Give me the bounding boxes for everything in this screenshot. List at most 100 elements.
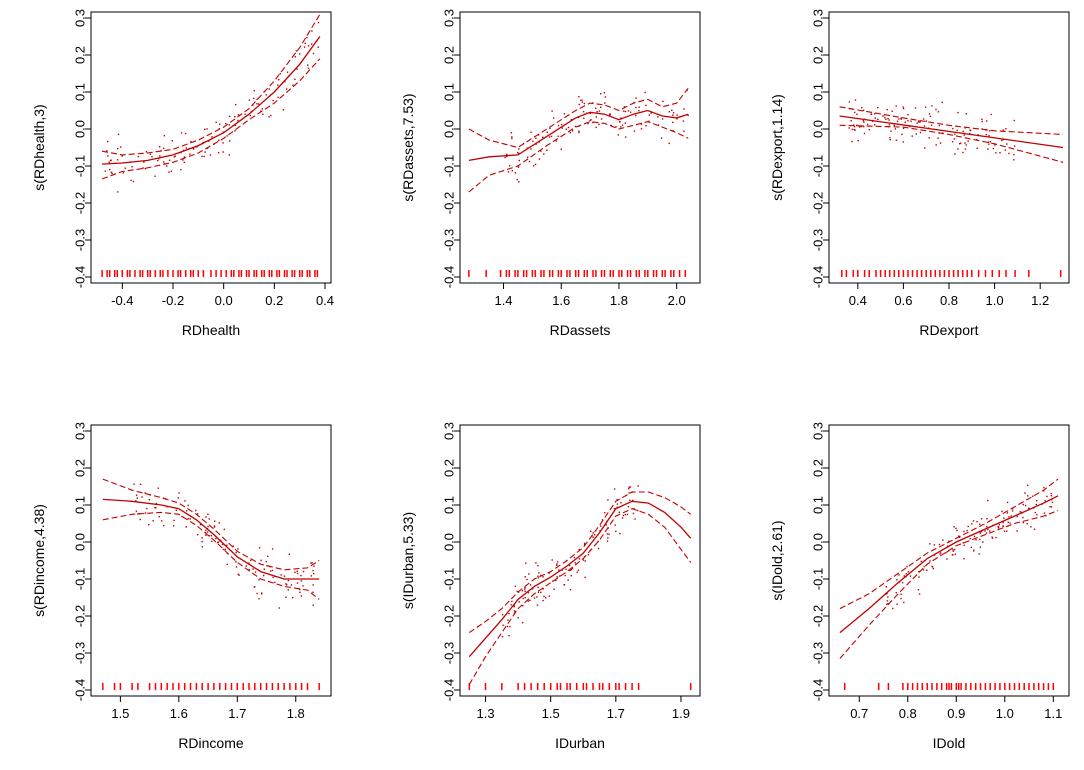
x-tick-label: 1.7 xyxy=(228,706,246,721)
y-tick-label: 0.3 xyxy=(811,9,826,27)
chart-panel-rdassets: 1.4 1.6 1.8 2.0 -0.4 -0.3 -0.2 -0.1 0.0 0.1 0.2 0.3… xyxy=(400,9,701,338)
residual-point xyxy=(206,147,209,149)
residual-point xyxy=(151,156,153,158)
residual-point xyxy=(568,564,571,567)
residual-point xyxy=(235,566,238,568)
residual-point xyxy=(1014,145,1016,147)
residual-point xyxy=(235,561,237,563)
residual-point xyxy=(984,530,986,532)
residual-point xyxy=(940,552,942,554)
residual-point xyxy=(923,565,925,568)
residual-point xyxy=(229,140,231,142)
residual-point xyxy=(201,155,203,158)
residual-point xyxy=(507,171,510,173)
x-tick-label: 1.6 xyxy=(552,293,570,308)
residual-point xyxy=(600,93,602,95)
residual-point xyxy=(578,130,580,132)
residual-point xyxy=(180,132,183,134)
residual-point xyxy=(228,154,230,156)
residual-point xyxy=(917,120,920,122)
residual-point xyxy=(517,166,520,168)
residual-point xyxy=(620,502,622,504)
residual-point xyxy=(877,118,879,120)
residual-point xyxy=(1016,515,1018,518)
residual-point xyxy=(506,625,509,628)
residual-point xyxy=(537,586,539,589)
residual-point xyxy=(544,597,547,599)
residual-point xyxy=(609,113,611,116)
residual-point xyxy=(542,136,544,138)
residual-point xyxy=(205,529,207,532)
y-tick-label: -0.2 xyxy=(73,605,88,627)
residual-point xyxy=(117,147,119,150)
residual-point xyxy=(964,148,967,150)
residual-point xyxy=(915,133,917,135)
residual-point xyxy=(286,88,288,90)
residual-point xyxy=(226,544,228,546)
residual-point xyxy=(932,567,934,570)
residual-point xyxy=(635,97,637,99)
residual-point xyxy=(905,573,907,575)
y-axis-title: s(IDold,2.61) xyxy=(769,520,785,600)
chart-panel-idold: 0.7 0.8 0.9 1.0 1.1 -0.4 -0.3 -0.2 -0.1 0.0 0.1 0.2… xyxy=(769,422,1070,751)
residual-point xyxy=(980,531,982,533)
residual-point xyxy=(995,536,997,539)
residual-point xyxy=(862,109,865,111)
residual-point xyxy=(279,73,281,75)
residual-point xyxy=(615,530,617,532)
residual-point xyxy=(613,488,616,490)
residual-point xyxy=(522,605,524,607)
residual-point xyxy=(972,520,975,522)
residual-point xyxy=(232,545,234,547)
y-tick-label: 0.2 xyxy=(73,459,88,477)
residual-point xyxy=(163,161,165,163)
residual-point xyxy=(287,579,290,582)
residual-point xyxy=(929,543,931,545)
residual-point xyxy=(168,159,171,161)
residual-point xyxy=(976,521,978,523)
y-tick-label: -0.4 xyxy=(73,679,88,701)
residual-point xyxy=(969,537,971,540)
residual-point xyxy=(141,496,143,498)
chart-panel-rdexport: 0.4 0.6 0.8 1.0 1.2 -0.4 -0.3 -0.2 -0.1 0.0 0.1 0.2… xyxy=(769,9,1070,338)
residual-point xyxy=(922,118,925,120)
residual-point xyxy=(873,113,876,115)
residual-point xyxy=(555,140,557,142)
residual-point xyxy=(962,130,964,133)
residual-point xyxy=(648,120,650,122)
residual-point xyxy=(979,532,981,534)
residual-point xyxy=(216,541,219,544)
residual-point xyxy=(918,593,921,595)
residual-point xyxy=(953,526,955,528)
residual-point xyxy=(1008,516,1010,518)
residual-point xyxy=(854,111,856,114)
residual-point xyxy=(237,573,240,575)
residual-point xyxy=(217,152,220,154)
y-tick-label: -0.4 xyxy=(811,266,826,288)
residual-point xyxy=(1026,484,1029,486)
y-tick-label: 0.0 xyxy=(442,533,457,551)
residual-point xyxy=(263,574,265,577)
residual-point xyxy=(628,486,630,488)
residual-point xyxy=(607,537,609,539)
residual-point xyxy=(217,541,220,543)
residual-point xyxy=(624,122,626,124)
residual-point xyxy=(914,107,917,109)
y-axis-title: s(RDexport,1.14) xyxy=(769,94,785,201)
residual-point xyxy=(256,592,258,595)
residual-point xyxy=(518,159,520,162)
x-tick-label: 1.2 xyxy=(1031,293,1049,308)
residual-point xyxy=(1005,128,1007,130)
residual-point xyxy=(268,116,270,118)
residual-point xyxy=(155,507,157,509)
residual-point xyxy=(604,96,607,98)
smooth-fit-line xyxy=(102,36,321,165)
residual-point xyxy=(638,106,640,108)
residual-point xyxy=(933,544,935,546)
residual-point xyxy=(635,114,637,117)
residual-point xyxy=(226,135,228,137)
residual-point xyxy=(907,571,910,573)
residual-point xyxy=(989,130,991,132)
residual-point xyxy=(546,149,548,151)
residual-point xyxy=(524,588,526,590)
